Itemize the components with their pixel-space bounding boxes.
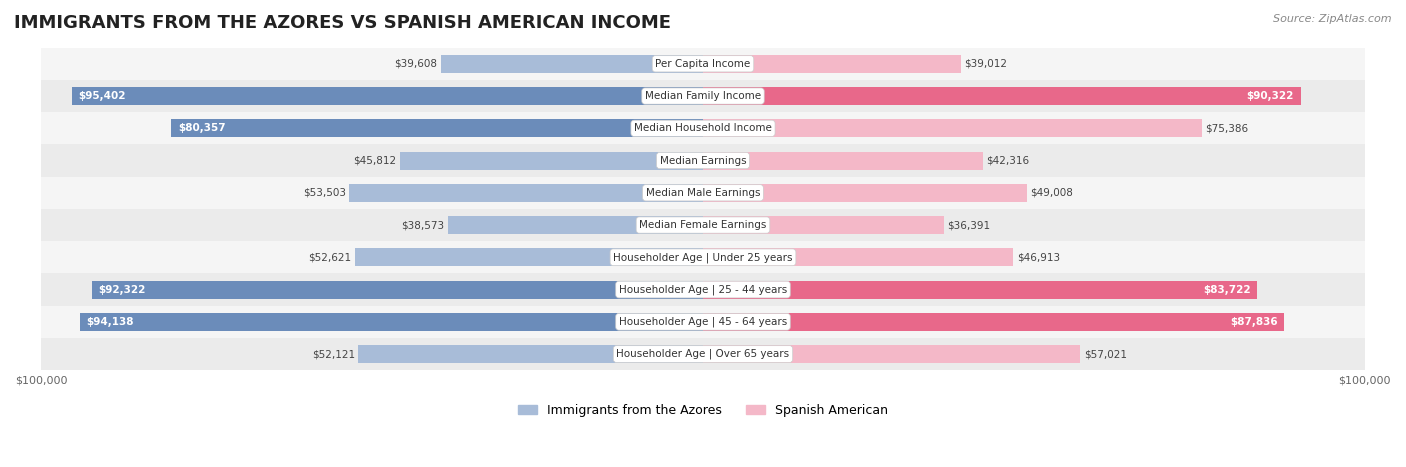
Text: Median Household Income: Median Household Income [634,123,772,133]
Text: $92,322: $92,322 [98,284,146,295]
Text: $39,608: $39,608 [395,59,437,69]
Text: Householder Age | Over 65 years: Householder Age | Over 65 years [616,349,790,359]
Bar [703,184,1028,202]
Bar [703,151,983,170]
FancyBboxPatch shape [41,48,1365,80]
FancyBboxPatch shape [41,144,1365,177]
Bar [703,55,962,73]
Bar [91,281,703,298]
Text: $45,812: $45,812 [353,156,396,166]
Text: $83,722: $83,722 [1202,284,1250,295]
Bar [399,151,703,170]
Text: Median Male Earnings: Median Male Earnings [645,188,761,198]
Bar [441,55,703,73]
Text: Householder Age | Under 25 years: Householder Age | Under 25 years [613,252,793,262]
Bar [349,184,703,202]
FancyBboxPatch shape [41,177,1365,209]
Text: $95,402: $95,402 [79,91,125,101]
Text: $52,121: $52,121 [312,349,354,359]
Bar [172,119,703,137]
FancyBboxPatch shape [41,274,1365,306]
FancyBboxPatch shape [41,338,1365,370]
Text: IMMIGRANTS FROM THE AZORES VS SPANISH AMERICAN INCOME: IMMIGRANTS FROM THE AZORES VS SPANISH AM… [14,14,671,32]
Text: $75,386: $75,386 [1205,123,1249,133]
Bar [703,248,1014,266]
Bar [703,216,943,234]
Text: $57,021: $57,021 [1084,349,1126,359]
Bar [72,87,703,105]
Text: $49,008: $49,008 [1031,188,1074,198]
Text: $52,621: $52,621 [308,252,352,262]
Text: $87,836: $87,836 [1230,317,1278,327]
Bar [703,345,1080,363]
Text: Per Capita Income: Per Capita Income [655,59,751,69]
Bar [447,216,703,234]
FancyBboxPatch shape [41,80,1365,112]
Bar [359,345,703,363]
Text: $46,913: $46,913 [1017,252,1060,262]
Text: $80,357: $80,357 [177,123,225,133]
Bar [703,119,1202,137]
Text: $94,138: $94,138 [87,317,134,327]
Text: $39,012: $39,012 [965,59,1008,69]
Text: Householder Age | 25 - 44 years: Householder Age | 25 - 44 years [619,284,787,295]
Legend: Immigrants from the Azores, Spanish American: Immigrants from the Azores, Spanish Amer… [513,399,893,422]
Text: $53,503: $53,503 [302,188,346,198]
FancyBboxPatch shape [41,209,1365,241]
Bar [80,313,703,331]
Text: Median Earnings: Median Earnings [659,156,747,166]
Text: Median Family Income: Median Family Income [645,91,761,101]
Text: $42,316: $42,316 [987,156,1029,166]
Bar [354,248,703,266]
Text: Median Female Earnings: Median Female Earnings [640,220,766,230]
FancyBboxPatch shape [41,306,1365,338]
Text: $38,573: $38,573 [401,220,444,230]
FancyBboxPatch shape [41,241,1365,274]
Text: $90,322: $90,322 [1247,91,1294,101]
Bar [703,87,1301,105]
Text: Source: ZipAtlas.com: Source: ZipAtlas.com [1274,14,1392,24]
Bar [703,281,1257,298]
Bar [703,313,1284,331]
FancyBboxPatch shape [41,112,1365,144]
Text: Householder Age | 45 - 64 years: Householder Age | 45 - 64 years [619,317,787,327]
Text: $36,391: $36,391 [948,220,990,230]
